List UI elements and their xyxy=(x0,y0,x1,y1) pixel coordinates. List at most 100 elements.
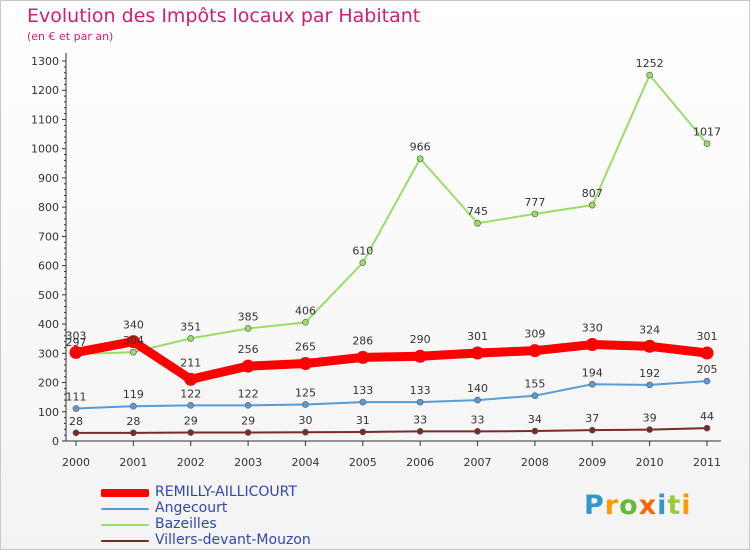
series-point-2 xyxy=(302,319,309,326)
series-point-3 xyxy=(302,428,309,436)
data-label-2: 745 xyxy=(467,205,488,218)
data-label-1: 133 xyxy=(410,384,431,397)
y-tick-label: 200 xyxy=(38,377,59,390)
series-point-2 xyxy=(416,155,424,162)
x-tick-label: 2000 xyxy=(62,456,90,469)
data-label-3: 31 xyxy=(356,414,370,427)
series-point-2 xyxy=(588,201,596,209)
data-label-3: 33 xyxy=(413,413,427,426)
y-tick-label: 500 xyxy=(38,289,59,302)
data-label-3: 30 xyxy=(298,414,312,427)
x-tick-label: 2008 xyxy=(521,456,549,469)
series-point-2 xyxy=(703,140,711,148)
series-line-3 xyxy=(76,427,708,434)
series-point-0 xyxy=(643,339,657,353)
data-label-2: 1017 xyxy=(693,126,721,139)
y-tick-label: 1300 xyxy=(31,55,59,68)
y-tick-label: 800 xyxy=(38,201,59,214)
x-tick-label: 2009 xyxy=(578,456,606,469)
logo-letter: o xyxy=(619,490,639,521)
data-labels-layer: 297 304 351 385 406 610 966 745 777 807 1252 1017 30… xyxy=(66,57,722,428)
x-tick-label: 2007 xyxy=(464,456,492,469)
series-point-2 xyxy=(359,259,367,266)
series-point-2 xyxy=(531,210,539,218)
data-label-1: 194 xyxy=(582,366,603,379)
x-tick-label: 2002 xyxy=(177,456,205,469)
data-label-1: 133 xyxy=(352,384,373,397)
logo-letter: i xyxy=(657,490,668,521)
data-label-0: 301 xyxy=(467,330,488,343)
series-point-0 xyxy=(700,346,714,360)
data-label-3: 29 xyxy=(241,415,255,428)
series-line-2 xyxy=(75,74,708,356)
y-tick-label: 1200 xyxy=(31,84,59,97)
data-label-1: 192 xyxy=(639,367,660,380)
data-label-0: 340 xyxy=(123,319,144,332)
series-point-0 xyxy=(69,345,83,359)
data-label-1: 155 xyxy=(524,378,545,391)
x-tick-label: 2005 xyxy=(349,456,377,469)
series-point-0 xyxy=(126,335,140,349)
series-point-2 xyxy=(646,71,653,79)
series-layer xyxy=(69,71,714,437)
data-label-0: 303 xyxy=(66,329,87,342)
proxiti-logo: Proxiti xyxy=(584,490,692,521)
logo-letter: t xyxy=(667,490,682,521)
y-tick-label: 1100 xyxy=(31,113,59,126)
series-point-1 xyxy=(130,402,137,410)
series-point-1 xyxy=(646,381,653,389)
logo-letter: r xyxy=(604,490,620,521)
series-point-1 xyxy=(474,396,481,404)
series-point-0 xyxy=(471,346,485,360)
logo-letter: P xyxy=(584,490,605,521)
series-point-3 xyxy=(130,429,137,437)
legend-swatch-angecourt xyxy=(101,508,149,510)
series-point-2 xyxy=(187,335,195,342)
series-point-2 xyxy=(130,348,137,356)
data-label-2: 610 xyxy=(352,245,373,258)
axes: 0 100 200 300 400 500 600 700 800 900 1000 1100 1200… xyxy=(31,53,721,469)
data-label-2: 807 xyxy=(582,187,603,200)
data-label-3: 44 xyxy=(700,410,714,423)
series-point-0 xyxy=(184,372,198,386)
series-point-3 xyxy=(72,429,80,437)
series-point-0 xyxy=(528,344,542,358)
legend-label-villers: Villers-devant-Mouzon xyxy=(155,532,311,548)
series-point-3 xyxy=(703,424,711,432)
series-point-0 xyxy=(585,338,599,352)
x-tick-label: 2001 xyxy=(119,456,147,469)
series-point-3 xyxy=(416,428,424,435)
data-label-3: 34 xyxy=(528,413,542,426)
series-point-1 xyxy=(72,405,80,412)
y-tick-label: 700 xyxy=(38,230,59,243)
series-point-0 xyxy=(241,359,255,373)
y-tick-label: 1000 xyxy=(31,143,59,156)
series-point-0 xyxy=(413,349,427,363)
series-point-2 xyxy=(244,325,252,332)
chart-title: Evolution des Impôts locaux par Habitant xyxy=(27,5,421,27)
data-label-0: 290 xyxy=(410,333,431,346)
data-label-2: 406 xyxy=(295,304,316,317)
y-tick-label: 0 xyxy=(52,435,59,448)
data-label-3: 39 xyxy=(643,412,657,425)
x-tick-label: 2006 xyxy=(406,456,434,469)
data-label-2: 777 xyxy=(524,196,545,209)
legend-label-remilly: REMILLY-AILLICOURT xyxy=(155,484,297,500)
data-label-0: 301 xyxy=(697,330,718,343)
data-label-1: 140 xyxy=(467,382,488,395)
series-point-1 xyxy=(359,398,367,406)
data-label-1: 205 xyxy=(697,363,718,376)
data-label-0: 211 xyxy=(180,356,201,369)
series-line-0 xyxy=(75,337,708,384)
series-point-1 xyxy=(703,377,711,385)
data-label-0: 256 xyxy=(238,343,259,356)
series-point-3 xyxy=(244,429,252,436)
chart-subtitle: (en € et par an) xyxy=(27,30,114,43)
series-point-1 xyxy=(244,402,252,409)
series-point-1 xyxy=(302,401,309,408)
series-point-1 xyxy=(416,398,424,406)
data-label-0: 324 xyxy=(639,323,660,336)
y-tick-label: 400 xyxy=(38,318,59,331)
series-point-0 xyxy=(298,357,312,371)
